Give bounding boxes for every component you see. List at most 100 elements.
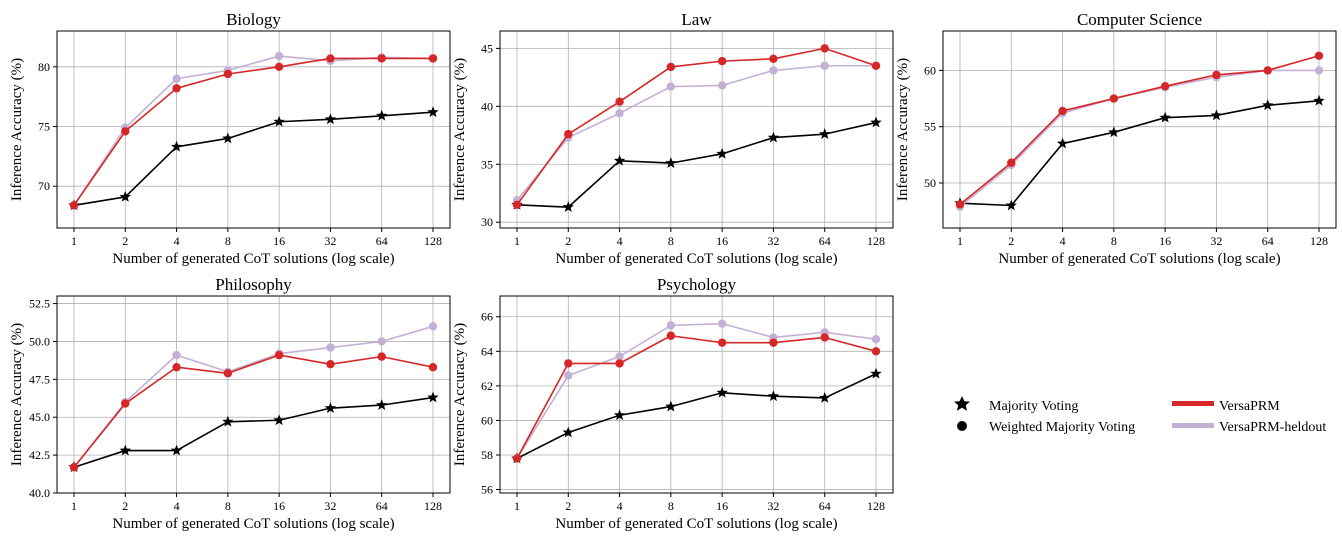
x-tick-label: 64 [376, 234, 388, 248]
data-point [326, 54, 335, 63]
series-line [516, 47, 877, 206]
x-tick-label: 128 [1310, 234, 1328, 248]
data-point [274, 350, 284, 360]
data-point [512, 200, 522, 210]
y-axis-label: Inference Accuracy (%) [895, 58, 911, 201]
data-point [666, 321, 676, 330]
data-point [666, 331, 676, 340]
data-point-star [427, 391, 439, 403]
data-point-star [716, 386, 728, 398]
series-line [959, 99, 1320, 207]
data-point [615, 359, 624, 368]
data-point [1160, 81, 1170, 91]
data-point-star [665, 400, 677, 412]
chart-panel-philosophy: 1 2 4 8 16 32 64 128 40.0 42.5 45.0 47.5 50.0 52.5 Phi… [9, 275, 451, 532]
x-tick-label: 8 [225, 234, 231, 248]
x-tick-label: 1 [957, 234, 963, 248]
x-tick-label: 32 [1210, 234, 1222, 248]
x-tick-label: 16 [273, 234, 285, 248]
legend-label-heldout: VersaPRM-heldout [1219, 420, 1326, 435]
series-majority-voting [511, 116, 882, 212]
data-point-star [562, 426, 574, 438]
y-tick-label: 52.5 [29, 297, 50, 311]
axes-frame [56, 30, 451, 229]
legend-star-marker [954, 396, 970, 411]
series-line [73, 325, 434, 468]
y-tick-label: 55 [924, 120, 936, 134]
series-line [516, 121, 877, 208]
data-point [564, 129, 573, 139]
data-point-star [427, 106, 439, 118]
data-point [717, 81, 727, 90]
x-tick-label: 1 [71, 234, 77, 248]
x-axis-label: Number of generated CoT solutions (log s… [555, 251, 837, 267]
legend-circle-marker [957, 421, 967, 431]
data-point [326, 359, 335, 369]
data-point [615, 352, 624, 361]
data-point-star [324, 402, 337, 413]
y-axis-label: Inference Accuracy (%) [452, 323, 468, 466]
x-tick-label: 8 [225, 499, 231, 513]
series-versaprm [512, 44, 881, 210]
series-line [73, 396, 434, 469]
x-tick-label: 2 [1008, 234, 1014, 248]
chart-title: Biology [226, 10, 281, 29]
data-point [717, 319, 727, 328]
series-line [516, 334, 877, 459]
x-tick-label: 16 [716, 234, 728, 248]
y-tick-label: 40.0 [29, 486, 50, 500]
series-versaprm [955, 51, 1324, 209]
data-point-star [1056, 137, 1069, 149]
chart-panel-computer-science: 1 2 4 8 16 32 64 128 50 55 60 Computer Science Numbe… [895, 10, 1337, 267]
y-tick-label: 50 [924, 176, 936, 190]
data-point [377, 54, 386, 63]
y-tick-label: 64 [481, 344, 493, 358]
axes-frame [56, 295, 451, 494]
series-versaprm [69, 350, 438, 472]
x-tick-label: 4 [174, 499, 180, 513]
x-tick-label: 2 [565, 499, 571, 513]
x-axis-label: Number of generated CoT solutions (log s… [998, 251, 1280, 267]
y-axis-label: Inference Accuracy (%) [9, 58, 25, 201]
x-tick-label: 2 [565, 234, 571, 248]
data-point [1007, 158, 1016, 167]
legend: Majority Voting Weighted Majority Voting… [954, 396, 1326, 435]
y-tick-label: 62 [481, 379, 493, 393]
data-point [69, 201, 79, 210]
y-tick-label: 42.5 [29, 448, 50, 462]
data-point [512, 454, 522, 463]
x-tick-label: 8 [1111, 234, 1117, 248]
data-point [1314, 66, 1324, 75]
data-point [172, 363, 181, 372]
data-point-star [613, 409, 626, 421]
series-line [516, 322, 877, 459]
y-tick-label: 80 [38, 60, 50, 74]
data-point-star [170, 140, 183, 152]
data-point [615, 97, 624, 106]
x-tick-label: 1 [71, 499, 77, 513]
chart-title: Psychology [657, 275, 737, 294]
data-point [326, 343, 335, 352]
x-tick-label: 32 [767, 499, 779, 513]
series-line [959, 69, 1319, 208]
series-versaprm [69, 54, 438, 210]
data-point [717, 56, 727, 66]
data-point [564, 371, 573, 380]
data-point-star [376, 109, 388, 121]
data-point [666, 82, 676, 91]
data-point [121, 127, 130, 136]
data-point [820, 44, 829, 53]
data-point [274, 51, 284, 61]
data-point-star [324, 113, 337, 125]
data-point [871, 347, 881, 356]
data-point [1058, 106, 1067, 116]
series-line [959, 55, 1320, 205]
y-tick-label: 75 [38, 120, 50, 134]
data-point [666, 62, 676, 72]
chart-panel-psychology: 1 2 4 8 16 32 64 128 56 58 60 62 64 66 Psychology Numbe… [452, 275, 894, 532]
x-tick-label: 1 [514, 234, 520, 248]
data-point [820, 61, 829, 70]
data-point [615, 109, 624, 118]
y-tick-label: 35 [481, 157, 493, 171]
axes-frame [499, 295, 894, 494]
